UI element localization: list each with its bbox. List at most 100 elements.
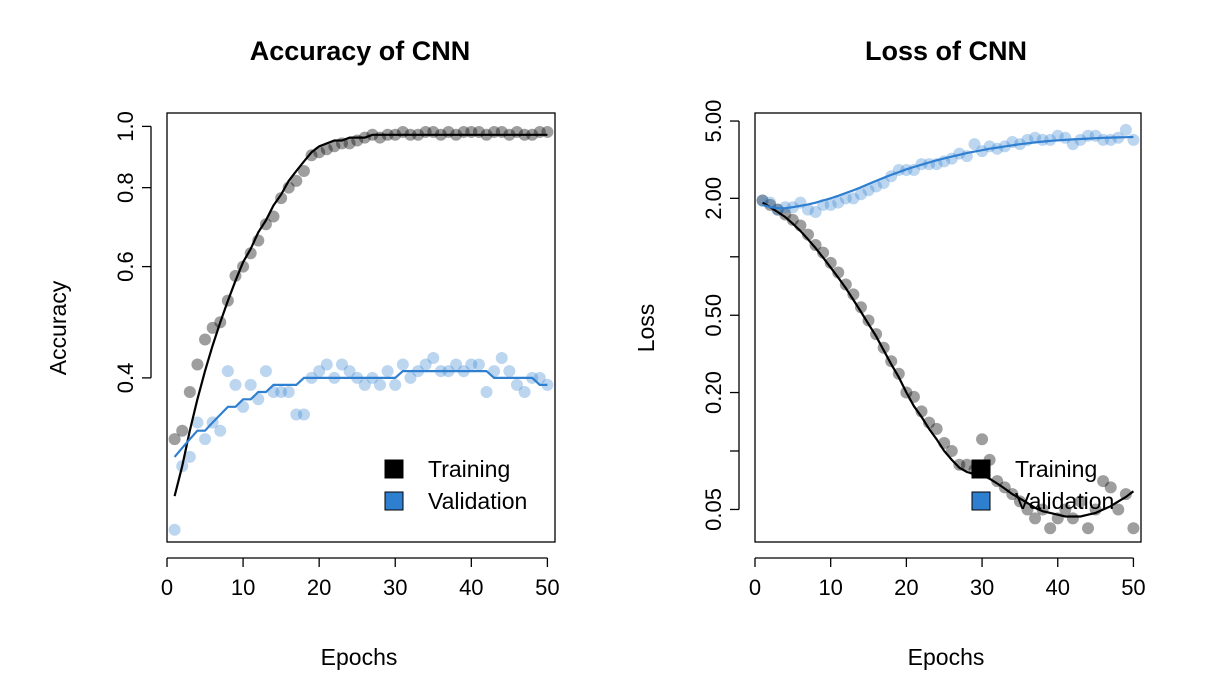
x-tick-label: 20: [307, 575, 331, 600]
data-point: [183, 385, 196, 398]
series-validation-points: [756, 123, 1140, 219]
x-tick-label: 20: [894, 575, 918, 600]
data-point: [199, 333, 212, 346]
chart-title: Loss of CNN: [865, 36, 1027, 66]
data-point: [1029, 512, 1042, 525]
data-point: [1119, 123, 1132, 136]
data-point: [1021, 503, 1034, 516]
data-point: [847, 288, 860, 301]
chart-title: Accuracy of CNN: [250, 36, 471, 66]
data-point: [214, 424, 227, 437]
data-point: [839, 192, 852, 205]
data-point: [472, 358, 485, 371]
data-point: [862, 184, 875, 197]
x-tick-label: 50: [1121, 575, 1145, 600]
data-point: [176, 424, 189, 437]
y-axis-label: Loss: [633, 304, 659, 353]
data-point: [824, 198, 837, 211]
series-training-line: [762, 201, 1135, 518]
plot-frame: [754, 112, 1142, 543]
plot-area: 0 10 20 30 40 50 0.05 0.20 0.50 2.00 5.00 Training V…: [701, 100, 1146, 600]
data-point: [1097, 475, 1110, 488]
legend: Training Validation: [971, 456, 1114, 514]
data-point: [1127, 522, 1140, 535]
legend-swatch-validation: [384, 491, 404, 511]
data-point: [771, 203, 784, 216]
data-point: [335, 358, 348, 371]
data-point: [495, 352, 508, 365]
data-point: [305, 149, 318, 162]
data-point: [824, 256, 837, 269]
data-point: [343, 365, 356, 378]
data-point: [1044, 522, 1057, 535]
plot-area: 0 10 20 30 40 50 0.4 0.6 0.8 1.0 Training Validatio…: [113, 111, 560, 600]
x-tick-label: 0: [749, 575, 761, 600]
data-point: [290, 174, 303, 187]
x-axis-label: Epochs: [908, 644, 985, 670]
data-point: [396, 358, 409, 371]
data-point: [854, 301, 867, 314]
data-point: [786, 213, 799, 226]
data-point: [801, 203, 814, 216]
data-point: [870, 180, 883, 193]
x-tick-label: 10: [818, 575, 842, 600]
data-point: [275, 385, 288, 398]
loss-chart: Loss of CNN Epochs Loss 0 10 20 30 40 500.050…: [633, 36, 1146, 670]
data-point: [1066, 512, 1079, 525]
data-point: [1059, 503, 1072, 516]
data-point: [1051, 129, 1064, 142]
data-point: [244, 378, 257, 391]
plot-frame: [166, 112, 556, 543]
data-point: [297, 408, 310, 421]
data-point: [801, 228, 814, 241]
legend-label-training: Training: [1015, 456, 1097, 482]
series-validation-line: [762, 135, 1134, 210]
data-point: [779, 208, 792, 221]
data-point: [518, 385, 531, 398]
data-point: [259, 365, 272, 378]
data-point: [480, 385, 493, 398]
data-point: [199, 433, 212, 446]
data-point: [450, 358, 463, 371]
x-tick-label: 0: [161, 575, 173, 600]
data-point: [930, 422, 943, 435]
y-tick-label: 0.20: [701, 371, 726, 414]
data-point: [404, 371, 417, 384]
legend-label-validation: Validation: [1015, 488, 1114, 514]
series-training-line: [173, 133, 548, 497]
data-point: [847, 192, 860, 205]
data-point: [427, 352, 440, 365]
data-point: [1104, 481, 1117, 494]
data-point: [313, 365, 326, 378]
y-tick-label: 0.8: [113, 172, 138, 203]
data-point: [541, 125, 554, 138]
data-point: [809, 239, 822, 252]
y-tick-label: 0.50: [701, 294, 726, 337]
data-point: [221, 365, 234, 378]
data-point: [320, 358, 333, 371]
data-point: [1112, 503, 1125, 516]
series-training-points: [756, 194, 1140, 535]
data-point: [832, 196, 845, 209]
data-point: [503, 365, 516, 378]
data-point: [229, 378, 242, 391]
data-point: [465, 358, 478, 371]
data-point: [290, 408, 303, 421]
data-point: [168, 433, 181, 446]
x-axis-label: Epochs: [321, 644, 398, 670]
data-point: [374, 378, 387, 391]
data-point: [771, 203, 784, 216]
data-point: [419, 358, 432, 371]
data-point: [381, 365, 394, 378]
y-tick-label: 5.00: [701, 100, 726, 143]
data-point: [817, 246, 830, 259]
data-point: [389, 378, 402, 391]
data-point: [328, 140, 341, 153]
data-point: [183, 450, 196, 463]
data-point: [343, 137, 356, 150]
data-point: [191, 358, 204, 371]
y-tick-label: 0.6: [113, 251, 138, 282]
data-point: [953, 458, 966, 471]
legend-swatch-validation: [971, 491, 991, 511]
